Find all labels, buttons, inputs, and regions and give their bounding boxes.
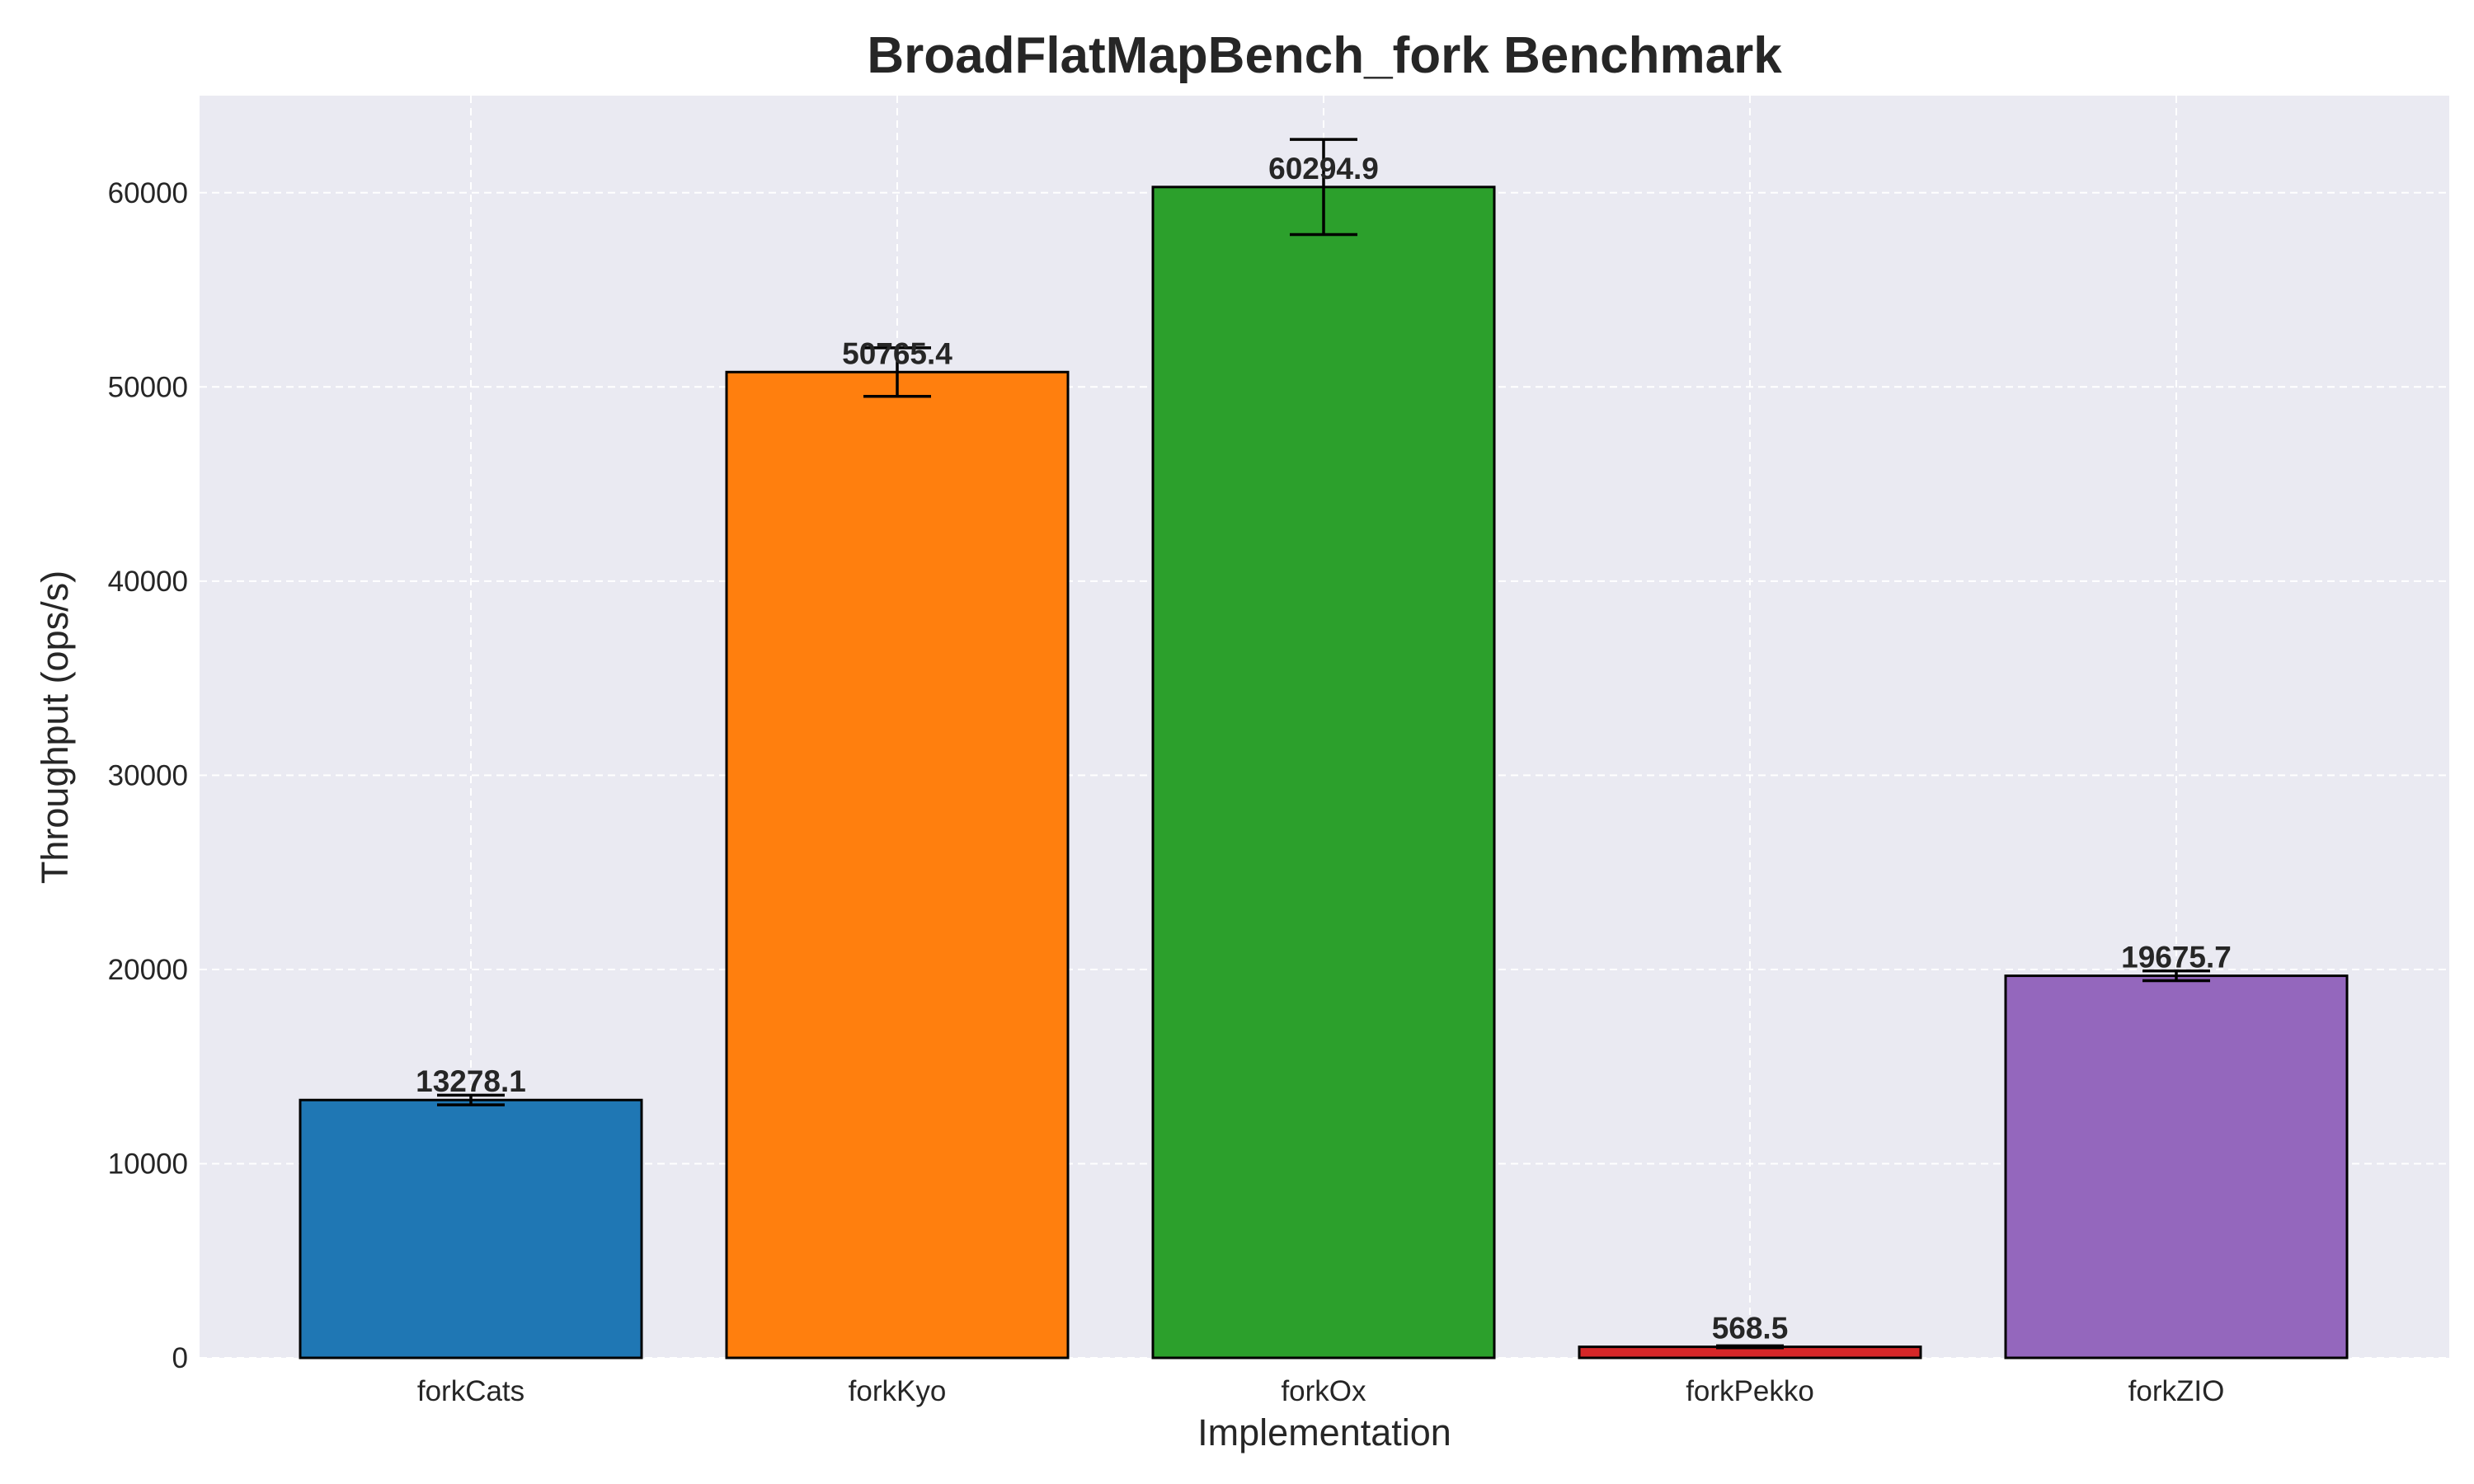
error-bar-forkCats	[437, 1093, 505, 1106]
error-bar-forkZIO	[2142, 969, 2210, 983]
y-tick-label: 0	[172, 1342, 188, 1374]
bar-forkZIO	[2004, 974, 2349, 1360]
bar-forkCats	[299, 1098, 643, 1360]
data-label-forkPekko: 568.5	[1712, 1312, 1789, 1345]
y-axis-ticks: 0 10000 20000 30000 40000 50000 60000	[108, 177, 188, 1374]
error-bar-forkKyo	[863, 346, 931, 398]
error-bars	[437, 138, 2210, 1350]
y-tick-label: 20000	[108, 954, 188, 986]
data-label-forkZIO: 19675.7	[2121, 941, 2232, 974]
chart-title: BroadFlatMapBench_fork Benchmark	[867, 27, 1782, 84]
bar-forkKyo	[725, 370, 1070, 1360]
x-tick-label: forkZIO	[2128, 1375, 2225, 1407]
y-axis-label: Throughput (ops/s)	[34, 571, 76, 884]
y-tick-label: 50000	[108, 371, 188, 403]
bar-forkOx	[1151, 186, 1496, 1360]
x-tick-label: forkOx	[1281, 1375, 1366, 1407]
y-tick-label: 10000	[108, 1148, 188, 1180]
data-labels: 13278.1 50765.4 60294.9 568.5 19675.7	[416, 152, 2232, 1345]
x-tick-label: forkPekko	[1686, 1375, 1814, 1407]
x-tick-label: forkCats	[417, 1375, 524, 1407]
x-tick-label: forkKyo	[849, 1375, 947, 1407]
x-axis-label: Implementation	[1197, 1411, 1451, 1453]
data-label-forkOx: 60294.9	[1268, 152, 1379, 186]
y-tick-label: 30000	[108, 759, 188, 791]
error-bar-forkOx	[1290, 138, 1357, 237]
bars	[299, 186, 2349, 1360]
x-axis-ticks: forkCats forkKyo forkOx forkPekko forkZIO	[417, 1375, 2225, 1407]
data-label-forkCats: 13278.1	[416, 1064, 526, 1098]
error-bar-forkPekko	[1716, 1344, 1784, 1350]
data-label-forkKyo: 50765.4	[842, 336, 952, 370]
y-tick-label: 60000	[108, 177, 188, 209]
y-tick-label: 40000	[108, 566, 188, 598]
